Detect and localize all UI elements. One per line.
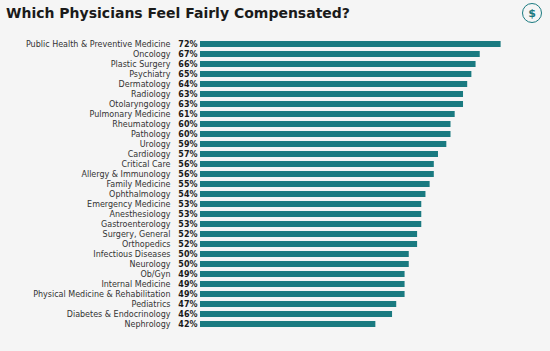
- svg-text:65%: 65%: [178, 70, 197, 79]
- svg-text:52%: 52%: [178, 240, 197, 249]
- svg-text:47%: 47%: [178, 300, 197, 309]
- svg-text:Plastic Surgery: Plastic Surgery: [111, 60, 171, 69]
- svg-text:63%: 63%: [178, 100, 197, 109]
- svg-text:67%: 67%: [178, 50, 197, 59]
- svg-text:66%: 66%: [178, 60, 197, 69]
- svg-text:Anesthesiology: Anesthesiology: [110, 210, 171, 219]
- svg-text:Dermatology: Dermatology: [119, 80, 171, 89]
- svg-text:56%: 56%: [178, 170, 197, 179]
- svg-text:Physical Medicine & Rehabilita: Physical Medicine & Rehabilitation: [33, 290, 170, 299]
- svg-text:59%: 59%: [178, 140, 197, 149]
- svg-text:46%: 46%: [178, 310, 197, 319]
- svg-text:Pathology: Pathology: [131, 130, 171, 139]
- svg-text:53%: 53%: [178, 200, 197, 209]
- svg-text:53%: 53%: [178, 220, 197, 229]
- svg-text:Family Medicine: Family Medicine: [106, 180, 170, 189]
- svg-text:Urology: Urology: [140, 140, 171, 149]
- svg-text:Public Health & Preventive Med: Public Health & Preventive Medicine: [26, 40, 171, 49]
- svg-text:50%: 50%: [178, 260, 197, 269]
- svg-text:Emergency Medicine: Emergency Medicine: [87, 200, 170, 209]
- svg-text:Cardiology: Cardiology: [128, 150, 171, 159]
- svg-text:60%: 60%: [178, 130, 197, 139]
- svg-text:Psychiatry: Psychiatry: [129, 70, 171, 79]
- svg-text:Gastroenterology: Gastroenterology: [101, 220, 171, 229]
- svg-text:49%: 49%: [178, 270, 197, 279]
- svg-text:Allergy & Immunology: Allergy & Immunology: [81, 170, 170, 179]
- html-text:Which Physicians Feel Fairly C: Which Physicians Feel Fairly Compensated…: [6, 5, 350, 21]
- svg-text:50%: 50%: [178, 250, 197, 259]
- svg-text:60%: 60%: [178, 120, 197, 129]
- svg-text:53%: 53%: [178, 210, 197, 219]
- svg-text:52%: 52%: [178, 230, 197, 239]
- svg-text:56%: 56%: [178, 160, 197, 169]
- svg-text:42%: 42%: [178, 320, 197, 329]
- svg-text:Ob/Gyn: Ob/Gyn: [140, 270, 170, 279]
- svg-text:Diabetes & Endocrinology: Diabetes & Endocrinology: [67, 310, 171, 319]
- svg-text:72%: 72%: [178, 40, 197, 49]
- svg-text:64%: 64%: [178, 80, 197, 89]
- svg-text:Rheumatology: Rheumatology: [112, 120, 171, 129]
- svg-text:49%: 49%: [178, 290, 197, 299]
- svg-text:Surgery, General: Surgery, General: [103, 230, 171, 239]
- svg-text:61%: 61%: [178, 110, 197, 119]
- svg-text:Oncology: Oncology: [133, 50, 171, 59]
- svg-text:Infectious Diseases: Infectious Diseases: [93, 250, 170, 259]
- svg-text:Otolaryngology: Otolaryngology: [109, 100, 171, 109]
- svg-text:Nephrology: Nephrology: [125, 320, 171, 329]
- svg-text:Pediatrics: Pediatrics: [132, 300, 171, 309]
- svg-text:Neurology: Neurology: [130, 260, 171, 269]
- svg-text:Ophthalmology: Ophthalmology: [109, 190, 171, 199]
- svg-text:Internal Medicine: Internal Medicine: [101, 280, 170, 289]
- svg-text:55%: 55%: [178, 180, 197, 189]
- svg-text:49%: 49%: [178, 280, 197, 289]
- svg-text:Pulmonary Medicine: Pulmonary Medicine: [90, 110, 171, 119]
- svg-text:Radiology: Radiology: [131, 90, 171, 99]
- svg-text:63%: 63%: [178, 90, 197, 99]
- svg-text:Orthopedics: Orthopedics: [122, 240, 171, 249]
- svg-text:Critical Care: Critical Care: [121, 160, 170, 169]
- svg-text:57%: 57%: [178, 150, 197, 159]
- svg-text:54%: 54%: [178, 190, 197, 199]
